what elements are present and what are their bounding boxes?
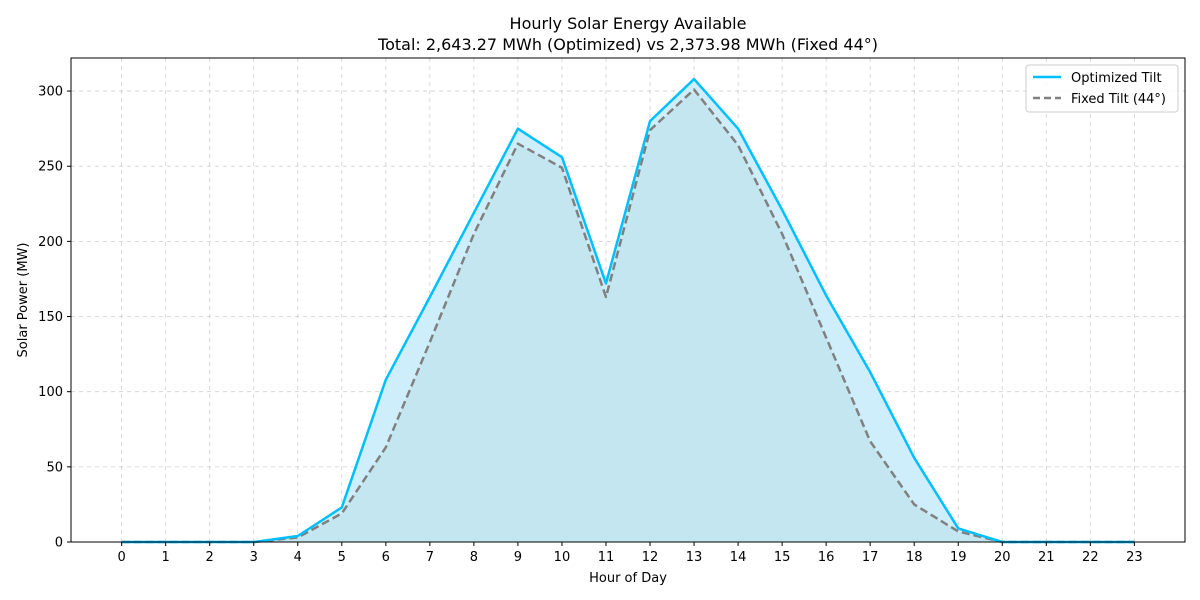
x-tick-label: 18 xyxy=(906,550,923,565)
x-tick-label: 2 xyxy=(206,550,214,565)
x-tick-label: 8 xyxy=(470,550,478,565)
x-tick-label: 23 xyxy=(1126,550,1143,565)
chart-title: Hourly Solar Energy Available xyxy=(510,14,747,33)
x-tick-label: 13 xyxy=(686,550,703,565)
y-axis-ticks: 0 50 100 150 200 250 300 xyxy=(38,85,71,551)
y-tick-label: 50 xyxy=(46,460,63,475)
series-line-optimized xyxy=(121,77,1135,544)
x-tick-label: 17 xyxy=(862,550,879,565)
legend-label-optimized: Optimized Tilt xyxy=(1071,71,1162,86)
y-tick-label: 0 xyxy=(55,536,63,551)
series-lines xyxy=(121,77,1135,544)
fill-under-fixed xyxy=(121,89,1135,542)
x-tick-label: 10 xyxy=(554,550,571,565)
y-tick-label: 100 xyxy=(38,385,63,400)
x-tick-label: 4 xyxy=(294,550,302,565)
x-axis-ticks: 0 1 2 3 4 5 6 7 8 9 10 11 12 13 14 15 16 17 18 19 20 21 22 23 xyxy=(117,542,1143,565)
x-tick-label: 0 xyxy=(117,550,125,565)
x-tick-label: 12 xyxy=(642,550,659,565)
y-tick-label: 150 xyxy=(38,310,63,325)
x-tick-label: 20 xyxy=(994,550,1011,565)
chart-subtitle: Total: 2,643.27 MWh (Optimized) vs 2,373… xyxy=(377,35,878,54)
x-tick-label: 1 xyxy=(162,550,170,565)
legend-label-fixed: Fixed Tilt (44°) xyxy=(1071,92,1166,107)
fill-between-series xyxy=(121,79,1135,542)
y-tick-label: 250 xyxy=(38,160,63,175)
x-tick-label: 3 xyxy=(250,550,258,565)
y-axis-label: Solar Power (MW) xyxy=(16,243,31,358)
x-tick-label: 5 xyxy=(338,550,346,565)
x-tick-label: 7 xyxy=(426,550,434,565)
x-tick-label: 6 xyxy=(382,550,390,565)
y-tick-label: 300 xyxy=(38,85,63,100)
x-tick-label: 21 xyxy=(1038,550,1055,565)
x-tick-label: 15 xyxy=(774,550,791,565)
legend-box xyxy=(1025,64,1179,113)
x-tick-label: 16 xyxy=(818,550,835,565)
y-tick-label: 200 xyxy=(38,235,63,250)
x-axis-label: Hour of Day xyxy=(589,571,667,586)
x-tick-label: 9 xyxy=(514,550,522,565)
plot-frame xyxy=(70,57,1186,543)
area-fills xyxy=(121,79,1135,542)
x-tick-label: 19 xyxy=(950,550,967,565)
x-tick-label: 22 xyxy=(1082,550,1099,565)
x-tick-label: 11 xyxy=(598,550,615,565)
x-tick-label: 14 xyxy=(730,550,747,565)
legend: Optimized Tilt Fixed Tilt (44°) xyxy=(1025,64,1179,113)
